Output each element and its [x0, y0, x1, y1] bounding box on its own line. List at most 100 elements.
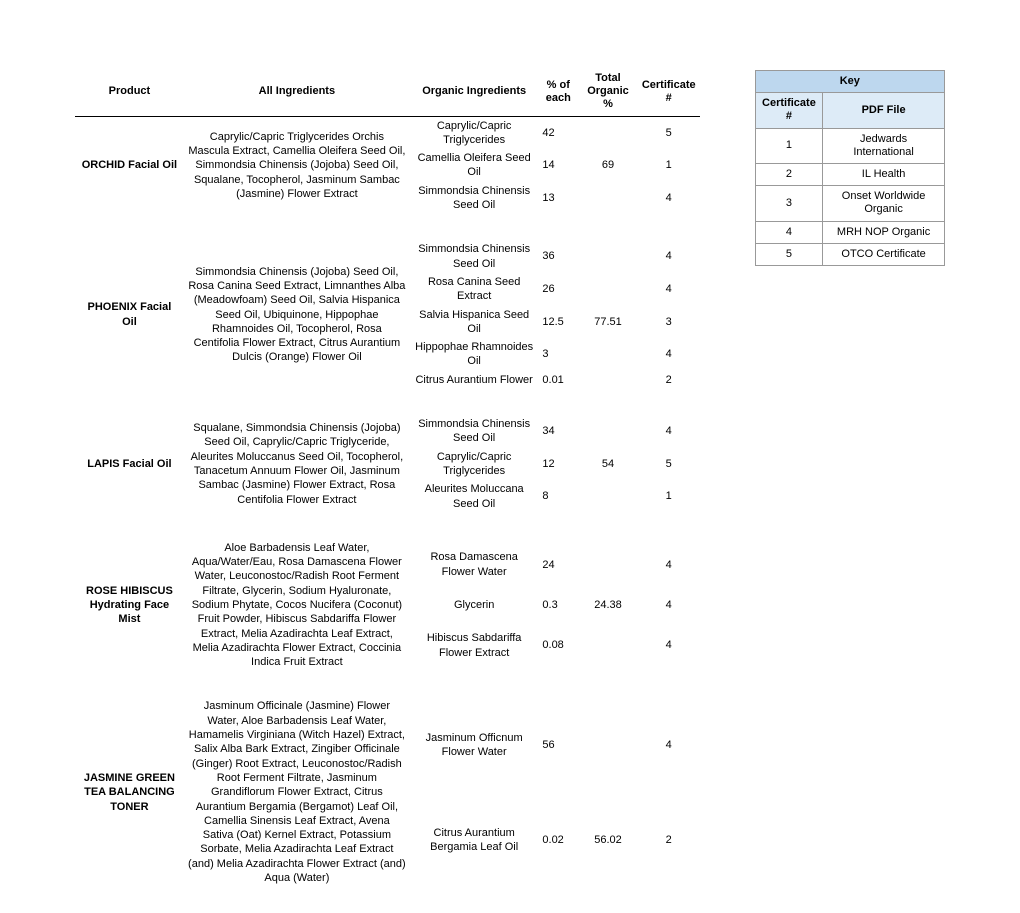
product-name: JASMINE GREEN TEA BALANCING TONER [75, 697, 184, 887]
key-row: 1Jedwards International [755, 128, 944, 163]
key-file-name: Jedwards International [823, 128, 945, 163]
total-organic: 77.51 [578, 306, 638, 339]
key-file-name: Onset Worldwide Organic [823, 186, 945, 221]
total-organic [578, 620, 638, 672]
organic-ingredient: Simmondsia Chinensis Seed Oil [410, 415, 538, 448]
pct-each: 0.08 [538, 620, 578, 672]
key-row: 2IL Health [755, 163, 944, 185]
pct-each: 13 [538, 182, 578, 215]
key-cert-num: 2 [755, 163, 823, 185]
pct-each: 14 [538, 149, 578, 182]
pct-each: 42 [538, 116, 578, 149]
all-ingredients: Jasminum Officinale (Jasmine) Flower Wat… [184, 697, 410, 887]
cert-num: 4 [638, 240, 700, 273]
key-row: 4MRH NOP Organic [755, 221, 944, 243]
cert-num: 2 [638, 371, 700, 389]
page-container: Product All Ingredients Organic Ingredie… [0, 0, 1020, 788]
key-file-name: IL Health [823, 163, 945, 185]
cert-num: 2 [638, 792, 700, 887]
key-file-name: OTCO Certificate [823, 243, 945, 265]
product-name: ORCHID Facial Oil [75, 116, 184, 214]
header-product: Product [75, 70, 184, 116]
header-organic-ingredients: Organic Ingredients [410, 70, 538, 116]
key-file-name: MRH NOP Organic [823, 221, 945, 243]
organic-ingredient: Jasminum Officnum Flower Water [410, 697, 538, 792]
organic-ingredient: Glycerin [410, 591, 538, 620]
pct-each: 3 [538, 338, 578, 371]
total-organic [578, 371, 638, 389]
organic-ingredient: Rosa Canina Seed Extract [410, 273, 538, 306]
all-ingredients: Squalane, Simmondsia Chinensis (Jojoba) … [184, 415, 410, 513]
product-name: PHOENIX Facial Oil [75, 240, 184, 389]
total-organic [578, 539, 638, 591]
ingredients-table: Product All Ingredients Organic Ingredie… [75, 70, 700, 913]
cert-num: 3 [638, 306, 700, 339]
organic-ingredient: Citrus Aurantium Bergamia Leaf Oil [410, 792, 538, 887]
pct-each: 0.3 [538, 591, 578, 620]
total-organic [578, 415, 638, 448]
cert-num: 4 [638, 415, 700, 448]
organic-ingredient: Aleurites Moluccana Seed Oil [410, 480, 538, 513]
cert-num: 1 [638, 149, 700, 182]
table-row: ORCHID Facial OilCaprylic/Capric Triglyc… [75, 116, 700, 149]
pct-each: 0.02 [538, 792, 578, 887]
key-cert-num: 5 [755, 243, 823, 265]
pct-each: 8 [538, 480, 578, 513]
header-cert-num: Certificate # [638, 70, 700, 116]
key-row: 5OTCO Certificate [755, 243, 944, 265]
key-sub-file: PDF File [823, 93, 945, 128]
all-ingredients: Caprylic/Capric Triglycerides Orchis Mas… [184, 116, 410, 214]
total-organic [578, 273, 638, 306]
organic-ingredient: Simmondsia Chinensis Seed Oil [410, 182, 538, 215]
table-row: PHOENIX Facial OilSimmondsia Chinensis (… [75, 240, 700, 273]
total-organic [578, 116, 638, 149]
organic-ingredient: Caprylic/Capric Triglycerides [410, 448, 538, 481]
pct-each: 36 [538, 240, 578, 273]
pct-each: 12 [538, 448, 578, 481]
organic-ingredient: Citrus Aurantium Flower [410, 371, 538, 389]
key-table: Key Certificate # PDF File 1Jedwards Int… [755, 70, 945, 266]
product-name: LAPIS Facial Oil [75, 415, 184, 513]
total-organic [578, 240, 638, 273]
all-ingredients: Simmondsia Chinensis (Jojoba) Seed Oil, … [184, 240, 410, 389]
total-organic: 69 [578, 149, 638, 182]
table-header-row: Product All Ingredients Organic Ingredie… [75, 70, 700, 116]
organic-ingredient: Caprylic/Capric Triglycerides [410, 116, 538, 149]
cert-num: 4 [638, 182, 700, 215]
total-organic [578, 480, 638, 513]
cert-num: 1 [638, 480, 700, 513]
organic-ingredient: Rosa Damascena Flower Water [410, 539, 538, 591]
header-total-organic: Total Organic % [578, 70, 638, 116]
cert-num: 5 [638, 116, 700, 149]
pct-each: 26 [538, 273, 578, 306]
cert-num: 4 [638, 620, 700, 672]
cert-num: 4 [638, 697, 700, 792]
table-row: LAPIS Facial OilSqualane, Simmondsia Chi… [75, 415, 700, 448]
key-sub-cert: Certificate # [755, 93, 823, 128]
organic-ingredient: Salvia Hispanica Seed Oil [410, 306, 538, 339]
total-organic [578, 182, 638, 215]
organic-ingredient: Hippophae Rhamnoides Oil [410, 338, 538, 371]
product-name: ROSE HIBISCUS Hydrating Face Mist [75, 539, 184, 672]
header-all-ingredients: All Ingredients [184, 70, 410, 116]
cert-num: 5 [638, 448, 700, 481]
table-row: ROSE HIBISCUS Hydrating Face MistAloe Ba… [75, 539, 700, 591]
key-cert-num: 3 [755, 186, 823, 221]
cert-num: 4 [638, 591, 700, 620]
table-row: JASMINE GREEN TEA BALANCING TONERJasminu… [75, 697, 700, 792]
header-pct-each: % of each [538, 70, 578, 116]
pct-each: 24 [538, 539, 578, 591]
total-organic: 56.02 [578, 792, 638, 887]
all-ingredients: Aloe Barbadensis Leaf Water, Aqua/Water/… [184, 539, 410, 672]
key-row: 3Onset Worldwide Organic [755, 186, 944, 221]
total-organic [578, 697, 638, 792]
total-organic [578, 338, 638, 371]
cert-num: 4 [638, 539, 700, 591]
organic-ingredient: Camellia Oleifera Seed Oil [410, 149, 538, 182]
total-organic: 24.38 [578, 591, 638, 620]
pct-each: 0.01 [538, 371, 578, 389]
cert-num: 4 [638, 273, 700, 306]
pct-each: 56 [538, 697, 578, 792]
key-header: Key [755, 71, 944, 93]
cert-num: 4 [638, 338, 700, 371]
